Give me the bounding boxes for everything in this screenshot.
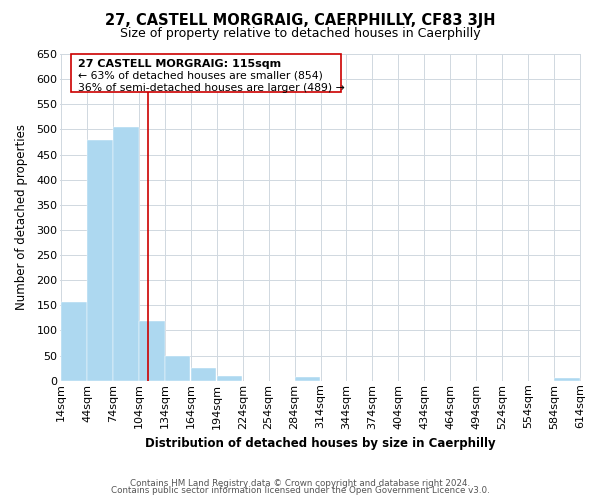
Text: Contains HM Land Registry data © Crown copyright and database right 2024.: Contains HM Land Registry data © Crown c…: [130, 478, 470, 488]
Bar: [61, 302, 86, 381]
Text: Contains public sector information licensed under the Open Government Licence v3: Contains public sector information licen…: [110, 486, 490, 495]
Bar: [113, 127, 139, 381]
Bar: [88, 140, 113, 381]
Bar: [165, 356, 190, 381]
Bar: [554, 378, 580, 381]
Text: ← 63% of detached houses are smaller (854): ← 63% of detached houses are smaller (85…: [79, 71, 323, 81]
Y-axis label: Number of detached properties: Number of detached properties: [15, 124, 28, 310]
Bar: [191, 368, 217, 381]
Text: 27 CASTELL MORGRAIG: 115sqm: 27 CASTELL MORGRAIG: 115sqm: [79, 59, 281, 69]
Text: Size of property relative to detached houses in Caerphilly: Size of property relative to detached ho…: [119, 28, 481, 40]
Bar: [217, 376, 242, 381]
FancyBboxPatch shape: [71, 54, 341, 92]
Text: 36% of semi-detached houses are larger (489) →: 36% of semi-detached houses are larger (…: [79, 84, 345, 94]
Bar: [139, 321, 164, 381]
Text: 27, CASTELL MORGRAIG, CAERPHILLY, CF83 3JH: 27, CASTELL MORGRAIG, CAERPHILLY, CF83 3…: [105, 12, 495, 28]
X-axis label: Distribution of detached houses by size in Caerphilly: Distribution of detached houses by size …: [145, 437, 496, 450]
Bar: [295, 376, 320, 381]
